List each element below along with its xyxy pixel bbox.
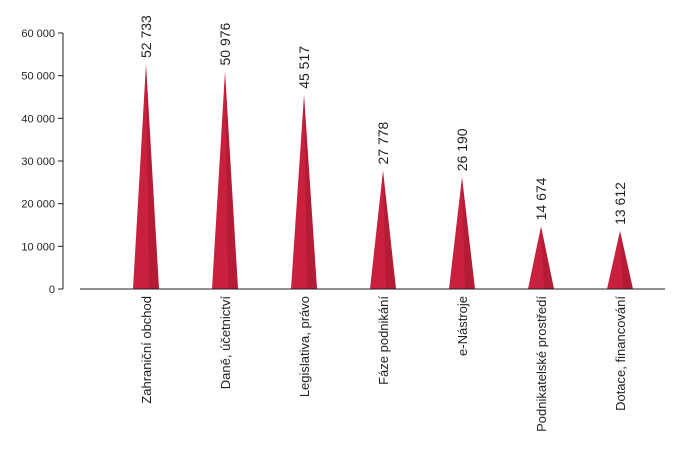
bar	[212, 71, 238, 289]
x-tick-label: Daně, účetnictví	[218, 296, 233, 390]
bar-shade	[304, 94, 317, 290]
data-label: 52 733	[138, 15, 154, 58]
data-label: 26 190	[454, 128, 470, 171]
x-tick-label: Podnikatelské prostředí	[534, 296, 549, 432]
y-tick-label: 50 000	[21, 71, 55, 83]
bar-shade	[146, 64, 159, 290]
bar	[370, 170, 396, 289]
x-tick-label: Legislativa, právo	[297, 296, 312, 397]
bar	[133, 64, 159, 290]
bar-shade	[383, 170, 396, 289]
bars: 52 733 50 976 45 517 27 778 26 190 14 674 13 6…	[133, 15, 633, 290]
bar	[607, 230, 633, 289]
bar-shade	[462, 177, 475, 289]
data-label: 14 674	[533, 177, 549, 220]
bar	[449, 177, 475, 289]
bar-shade	[541, 226, 554, 289]
x-axis: Zahraniční obchod Daně, účetnictví Legisla…	[80, 288, 665, 432]
bar-shade	[620, 230, 633, 289]
bar	[291, 94, 317, 290]
bar	[528, 226, 554, 289]
y-tick-label: 0	[49, 284, 55, 296]
y-tick-label: 10 000	[21, 241, 55, 253]
data-label: 27 778	[375, 121, 391, 164]
x-tick-label: e-Nástroje	[455, 296, 470, 356]
x-tick-label: Fáze podnikání	[376, 296, 391, 385]
data-label: 13 612	[612, 182, 628, 225]
x-tick-label: Zahraniční obchod	[139, 296, 154, 404]
data-label: 50 976	[217, 22, 233, 65]
bar-shade	[225, 71, 238, 289]
y-tick-label: 30 000	[21, 156, 55, 168]
y-tick-label: 60 000	[21, 28, 55, 40]
y-tick-label: 40 000	[21, 113, 55, 125]
y-axis: 0 10 000 20 000 30 000 40 000 50 000 60 000	[21, 28, 64, 296]
data-label: 45 517	[296, 46, 312, 89]
x-tick-label: Dotace, financování	[613, 296, 628, 411]
y-tick-label: 20 000	[21, 199, 55, 211]
